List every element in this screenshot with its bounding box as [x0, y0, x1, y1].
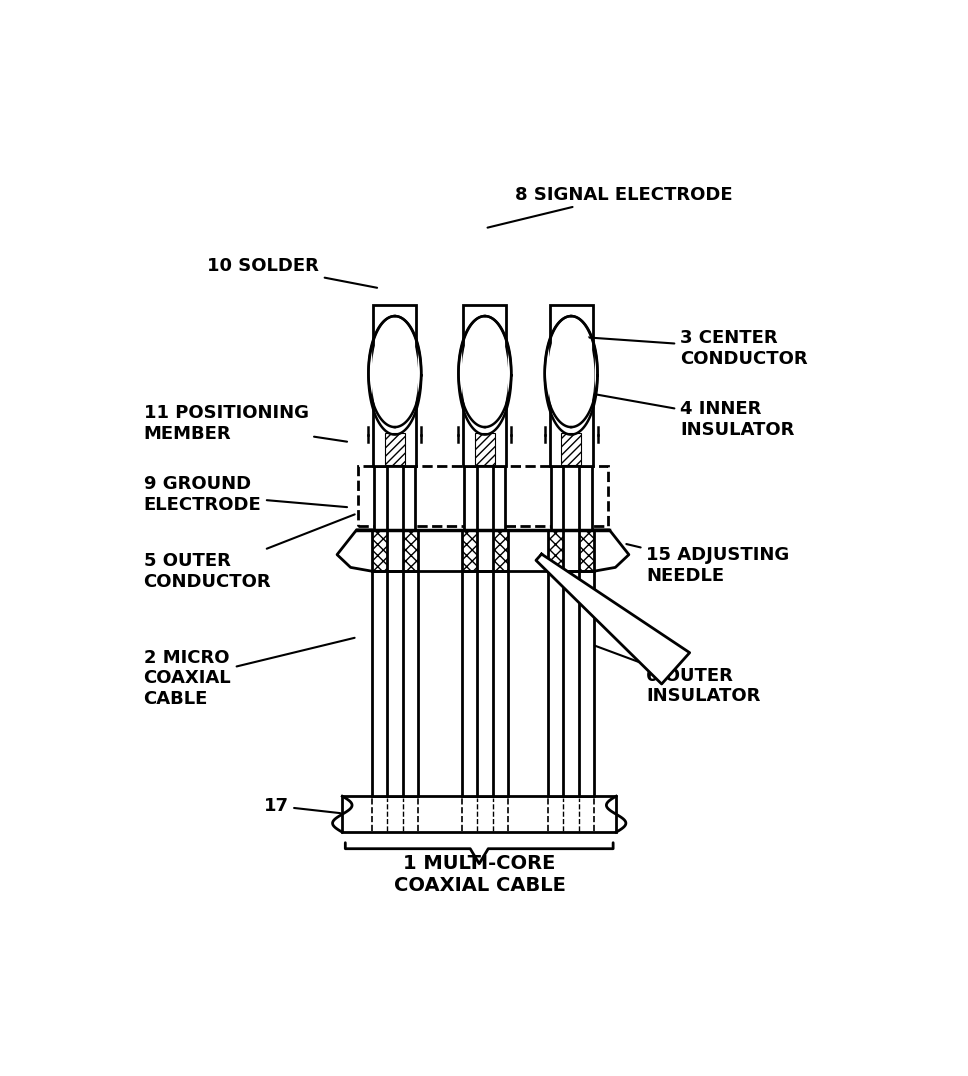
Bar	[464, 305, 506, 466]
Text: 5 OUTER
CONDUCTOR: 5 OUTER CONDUCTOR	[143, 514, 354, 592]
Bar	[550, 305, 592, 466]
Bar	[475, 434, 495, 465]
Bar	[386, 529, 403, 571]
Ellipse shape	[462, 320, 508, 431]
Bar	[548, 529, 594, 571]
Bar	[375, 466, 415, 529]
Text: 11 POSITIONING
MEMBER: 11 POSITIONING MEMBER	[143, 404, 348, 442]
Bar	[562, 571, 580, 796]
Bar	[462, 571, 508, 796]
Text: 8 SIGNAL ELECTRODE: 8 SIGNAL ELECTRODE	[488, 185, 733, 228]
Bar	[462, 529, 508, 571]
Text: 10 SOLDER: 10 SOLDER	[207, 257, 378, 287]
Polygon shape	[594, 529, 629, 571]
Text: 1 MULTI-CORE
COAXIAL CABLE: 1 MULTI-CORE COAXIAL CABLE	[394, 854, 565, 895]
Bar	[385, 434, 405, 465]
Bar	[476, 571, 493, 796]
Bar	[386, 571, 403, 796]
Bar	[374, 305, 416, 466]
Ellipse shape	[372, 320, 418, 431]
Polygon shape	[337, 529, 372, 571]
Bar	[358, 466, 608, 526]
Text: 4 INNER
INSULATOR: 4 INNER INSULATOR	[592, 394, 795, 439]
Text: 3 CENTER
CONDUCTOR: 3 CENTER CONDUCTOR	[585, 329, 807, 368]
Bar	[372, 571, 418, 796]
Text: 17: 17	[263, 797, 341, 815]
Bar	[343, 796, 616, 832]
Bar	[465, 466, 505, 529]
Ellipse shape	[548, 320, 594, 431]
Bar	[476, 466, 493, 529]
Text: 15 ADJUSTING
NEEDLE: 15 ADJUSTING NEEDLE	[626, 544, 789, 585]
Bar	[386, 466, 403, 529]
Polygon shape	[536, 554, 689, 684]
Text: 2 MICRO
COAXIAL
CABLE: 2 MICRO COAXIAL CABLE	[143, 638, 354, 708]
Text: 9 GROUND
ELECTRODE: 9 GROUND ELECTRODE	[143, 476, 348, 514]
Bar	[562, 529, 580, 571]
Bar	[562, 466, 580, 529]
Text: 6 OUTER
INSULATOR: 6 OUTER INSULATOR	[594, 646, 761, 706]
Bar	[476, 529, 493, 571]
Bar	[372, 529, 418, 571]
Bar	[561, 434, 581, 465]
Bar	[548, 571, 594, 796]
Bar	[551, 466, 591, 529]
